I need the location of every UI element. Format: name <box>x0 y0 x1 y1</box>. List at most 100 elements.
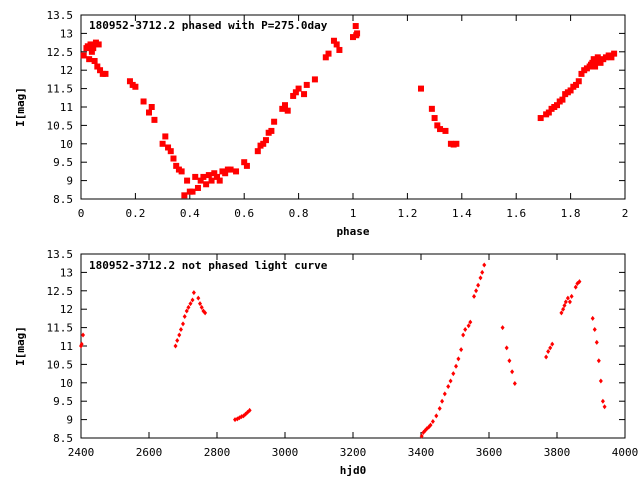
raw-data-point <box>177 332 182 338</box>
phased-data-point <box>181 192 188 199</box>
raw-y-tick-label: 13.5 <box>47 248 74 261</box>
phased-data-point <box>279 105 286 112</box>
raw-data-point <box>196 295 201 301</box>
phased-data-point <box>233 168 240 175</box>
raw-data-point <box>81 332 86 338</box>
phased-data-point <box>97 67 104 74</box>
phased-data-point <box>330 37 337 44</box>
raw-data-point <box>198 301 202 307</box>
raw-x-tick-label: 3200 <box>340 446 367 459</box>
phased-data-point <box>94 63 101 70</box>
phased-data-point <box>148 104 155 110</box>
raw-data-point <box>175 337 180 343</box>
raw-data-point <box>548 345 553 351</box>
phased-data-point <box>165 144 172 151</box>
raw-data-point <box>478 275 483 281</box>
raw-y-tick-label: 9.5 <box>53 395 73 408</box>
raw-y-tick-label: 10 <box>60 377 73 390</box>
phased-light-curve-panel: 0 0.2 0.4 0.6 0.8 1 1.2 1.4 1.6 1.8 2 8.5 9 9.5 10 10.… <box>14 9 628 238</box>
raw-data-point <box>182 314 187 320</box>
raw-data-point <box>181 321 185 327</box>
phased-data-point <box>260 140 267 147</box>
phased-data-point <box>91 58 98 64</box>
phased-data-point <box>178 168 185 175</box>
phased-y-tick-label: 11.5 <box>47 83 74 96</box>
raw-data-point <box>437 406 442 412</box>
phased-data-point <box>303 81 310 88</box>
phased-data-point <box>271 118 278 125</box>
raw-data-point <box>500 325 505 331</box>
phased-data-point <box>86 56 93 63</box>
phased-data-point <box>254 148 261 155</box>
phased-y-tick-label: 12 <box>60 64 73 77</box>
phased-x-tick-labels: 0 0.2 0.4 0.6 0.8 1 1.2 1.4 1.6 1.8 2 <box>78 207 629 220</box>
raw-y-tick-labels: 8.5 9 9.5 10 10.5 11 11.5 12 12.5 13 13.5 <box>47 248 74 445</box>
raw-x-tick-label: 3000 <box>272 446 299 459</box>
phased-data-point <box>611 50 618 57</box>
phased-x-tick-label: 1.6 <box>506 207 526 220</box>
phased-plot-title: 180952-3712.2 phased with P=275.0day <box>89 19 328 32</box>
phased-data-point <box>126 78 133 85</box>
raw-data-point <box>419 433 424 439</box>
raw-data-point <box>178 326 183 332</box>
phased-data-point <box>418 85 424 92</box>
phased-x-tick-label: 1.2 <box>397 207 417 220</box>
raw-data-point <box>188 301 193 307</box>
raw-data-point <box>510 369 515 375</box>
phased-data-point <box>292 89 299 96</box>
phased-data-point <box>290 92 297 99</box>
phased-data-point <box>170 155 177 162</box>
phased-data-point <box>184 177 191 184</box>
raw-x-tick-label: 2400 <box>68 446 95 459</box>
raw-x-tick-label: 3800 <box>544 446 571 459</box>
phased-data-point <box>325 50 332 57</box>
phased-data-point <box>80 52 87 59</box>
raw-data-point <box>590 315 595 321</box>
raw-x-tick-label: 3600 <box>476 446 503 459</box>
raw-data-point <box>596 358 601 364</box>
raw-data-point <box>561 306 566 312</box>
raw-y-tick-label: 8.5 <box>53 432 73 445</box>
raw-data-point <box>448 378 453 384</box>
raw-data-point <box>186 304 191 310</box>
raw-data-point <box>442 391 447 397</box>
raw-data-point <box>550 341 555 347</box>
phased-data-point <box>95 41 102 48</box>
raw-data-point <box>203 310 208 316</box>
phased-data-point <box>352 23 359 30</box>
raw-data-point <box>569 293 574 299</box>
phased-data-point <box>192 173 199 180</box>
raw-data-point <box>79 341 84 347</box>
raw-data-point <box>559 310 564 316</box>
raw-x-tick-label: 4000 <box>612 446 639 459</box>
phased-data-point <box>227 166 234 173</box>
phased-data-point <box>559 96 566 103</box>
raw-x-axis-label: hjd0 <box>340 464 367 477</box>
phased-data-point <box>159 140 166 147</box>
phased-data-point <box>241 159 248 166</box>
phased-data-point <box>431 115 438 122</box>
phased-data-point <box>262 137 269 144</box>
raw-data-point <box>474 288 479 294</box>
phased-data-point <box>428 105 435 112</box>
phased-data-point <box>146 109 152 116</box>
phased-data-point <box>203 181 210 188</box>
phased-y-tick-label: 10.5 <box>47 119 74 132</box>
phased-data-point <box>214 173 220 180</box>
raw-data-point <box>563 299 568 305</box>
raw-data-point <box>199 304 204 310</box>
phased-x-tick-label: 0.6 <box>234 207 254 220</box>
phased-data-point <box>189 188 196 195</box>
phased-data-point <box>567 87 574 94</box>
phased-data-point <box>208 177 215 184</box>
raw-data-point <box>577 279 582 285</box>
phased-data-point <box>333 41 340 48</box>
phased-data-point <box>162 133 169 140</box>
phased-data-point <box>545 109 552 116</box>
raw-data-point <box>468 319 473 325</box>
phased-data-point <box>216 177 223 184</box>
raw-y-tick-label: 10.5 <box>47 358 74 371</box>
phased-data-point <box>88 48 95 55</box>
